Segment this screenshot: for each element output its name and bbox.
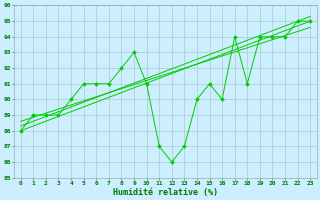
X-axis label: Humidité relative (%): Humidité relative (%) xyxy=(113,188,218,197)
